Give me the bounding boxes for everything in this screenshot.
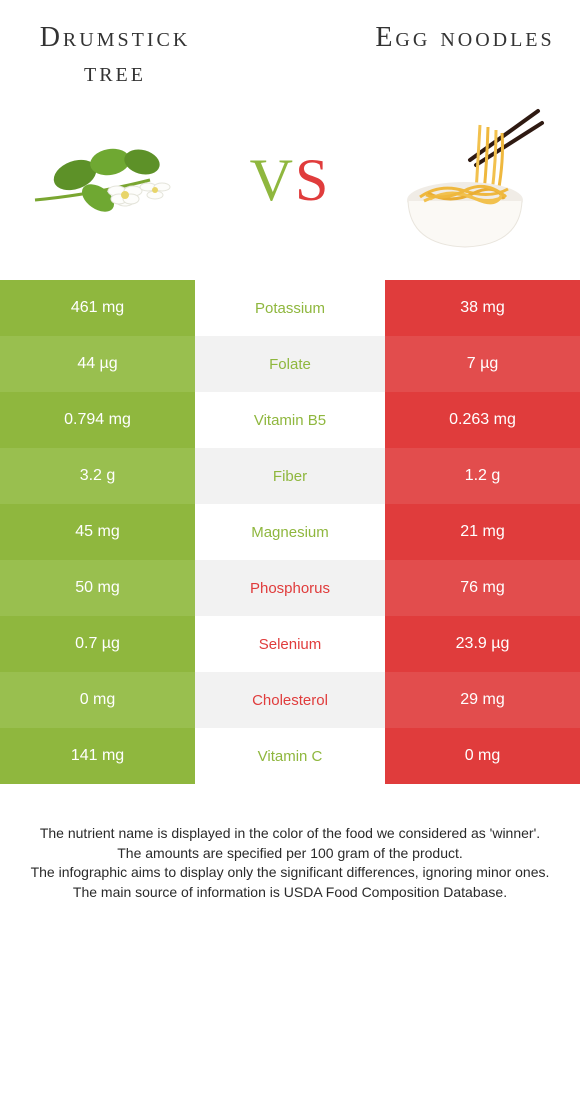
table-row: 3.2 gFiber1.2 g [0, 448, 580, 504]
right-value: 1.2 g [385, 448, 580, 504]
left-value: 0.794 mg [0, 392, 195, 448]
left-value: 50 mg [0, 560, 195, 616]
left-title: Drumstick tree [10, 20, 220, 90]
comparison-table: 461 mgPotassium38 mg44 µgFolate7 µg0.794… [0, 280, 580, 784]
right-value: 29 mg [385, 672, 580, 728]
footer-notes: The nutrient name is displayed in the co… [0, 784, 580, 902]
left-value: 461 mg [0, 280, 195, 336]
vs-v: V [250, 147, 295, 213]
footer-line: The nutrient name is displayed in the co… [20, 824, 560, 844]
nutrient-label: Magnesium [195, 504, 385, 560]
left-value: 141 mg [0, 728, 195, 784]
right-value: 0 mg [385, 728, 580, 784]
nutrient-label: Fiber [195, 448, 385, 504]
table-row: 461 mgPotassium38 mg [0, 280, 580, 336]
left-value: 0 mg [0, 672, 195, 728]
footer-line: The main source of information is USDA F… [20, 883, 560, 903]
nutrient-label: Phosphorus [195, 560, 385, 616]
right-value: 21 mg [385, 504, 580, 560]
table-row: 0.794 mgVitamin B50.263 mg [0, 392, 580, 448]
egg-noodles-image [380, 110, 550, 250]
nutrient-label: Selenium [195, 616, 385, 672]
left-value: 3.2 g [0, 448, 195, 504]
right-value: 76 mg [385, 560, 580, 616]
drumstick-tree-image [30, 110, 200, 250]
header-row: Drumstick tree Egg noodles [0, 0, 580, 90]
table-row: 44 µgFolate7 µg [0, 336, 580, 392]
table-row: 0 mgCholesterol29 mg [0, 672, 580, 728]
right-value: 0.263 mg [385, 392, 580, 448]
right-value: 38 mg [385, 280, 580, 336]
right-value: 23.9 µg [385, 616, 580, 672]
right-title: Egg noodles [360, 20, 570, 55]
nutrient-label: Vitamin B5 [195, 392, 385, 448]
right-value: 7 µg [385, 336, 580, 392]
vs-label: VS [250, 146, 331, 215]
left-value: 44 µg [0, 336, 195, 392]
table-row: 0.7 µgSelenium23.9 µg [0, 616, 580, 672]
nutrient-label: Cholesterol [195, 672, 385, 728]
nutrient-label: Vitamin C [195, 728, 385, 784]
left-value: 45 mg [0, 504, 195, 560]
footer-line: The infographic aims to display only the… [20, 863, 560, 883]
table-row: 141 mgVitamin C0 mg [0, 728, 580, 784]
footer-line: The amounts are specified per 100 gram o… [20, 844, 560, 864]
left-value: 0.7 µg [0, 616, 195, 672]
vs-s: S [295, 147, 330, 213]
table-row: 50 mgPhosphorus76 mg [0, 560, 580, 616]
nutrient-label: Potassium [195, 280, 385, 336]
images-row: VS [0, 90, 580, 280]
table-row: 45 mgMagnesium21 mg [0, 504, 580, 560]
nutrient-label: Folate [195, 336, 385, 392]
